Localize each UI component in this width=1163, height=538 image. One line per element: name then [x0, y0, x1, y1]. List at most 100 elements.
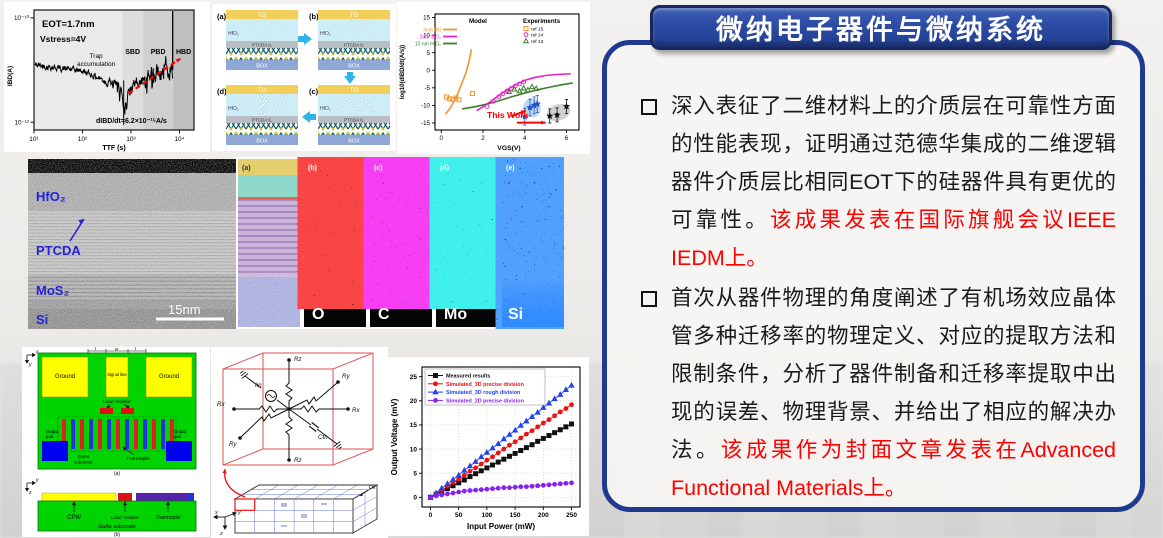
y-tick-label: 10⁻¹² — [14, 119, 29, 126]
output-pad-right-label2: pad — [174, 434, 182, 439]
panel-letter: (d) — [217, 87, 227, 96]
y-tick-label: 10 — [410, 446, 418, 453]
block-grid — [235, 484, 378, 533]
block-cell-marks — [281, 503, 327, 527]
bullet-item-1: 深入表征了二维材料上的介质层在可靠性方面的性能表现，证明通过范德华集成的二维逻辑… — [641, 87, 1116, 277]
iin-label: Iin — [255, 382, 262, 389]
cpw-label: CPW — [67, 515, 81, 521]
gaas-cs-label: GaAs substrate — [98, 524, 136, 530]
rx-left-label: Rx — [217, 401, 225, 408]
si-layer-label: Si — [36, 312, 48, 327]
element-label-Mo: Mo — [444, 306, 467, 323]
sub-label-b: (b) — [114, 532, 120, 537]
hfo2-layer-label: HfO₂ — [36, 189, 66, 204]
bullet-square-icon — [641, 99, 657, 115]
summary-panel: 深入表征了二维材料上的介质层在可靠性方面的性能表现，证明通过范德华集成的二维逻辑… — [602, 40, 1145, 512]
element-label-O: O — [312, 306, 324, 323]
legend-exp-label: ref 13 — [531, 39, 544, 45]
thermopile-arrow — [122, 446, 135, 456]
figure-breakdown-trace: SBD PBD HBD Trap accumulation 10¹ 10² 10³ 10⁴ 10⁻… — [4, 2, 210, 152]
bullet-2-black: 首次从器件物理的角度阐述了有机场效应晶体管多种迁移率的物理定义、对应的提取方法和… — [671, 286, 1116, 462]
x-axis-label: TTF (s) — [102, 145, 125, 152]
legend-label: Simulated_2D precise division — [446, 398, 524, 404]
region-label: PBD — [151, 49, 166, 56]
eot-annotation: EOT=1.7nm — [42, 19, 95, 30]
axis3d-x: x — [214, 510, 218, 516]
eds-svg: (a) (b) O (c) C (d) Mo — [238, 159, 564, 327]
axes-bottom — [24, 480, 36, 492]
scatter-series — [443, 90, 476, 103]
hfo2-label: HfO₂ — [320, 106, 331, 112]
data-series-markers — [428, 480, 574, 500]
eds-panel-a: (a) — [238, 159, 300, 327]
legend-label: Simulated_3D rough division — [446, 390, 520, 396]
resistor-network — [235, 361, 347, 459]
load-resistor-cs-label: Load resistor — [111, 515, 139, 521]
ov-label: Ov — [369, 485, 376, 491]
il-label: PTCDA IL — [252, 43, 273, 48]
model-curve — [476, 73, 571, 112]
bullet-1-red: 该成果发表在国际旗舰会议IEEE IEDM上。 — [671, 208, 1116, 270]
ambient-hatch-icons — [240, 370, 342, 450]
substrate-cross-section — [37, 500, 197, 532]
tg-label: TG — [258, 88, 267, 94]
ground-left-label: Ground — [55, 374, 75, 380]
ground-right-label: Ground — [159, 374, 179, 380]
arrow-down-icon — [344, 72, 356, 84]
ptcda-layer-label: PTCDA — [36, 243, 81, 258]
y-axis-label: IBD(A) — [7, 66, 14, 86]
stack-panel-d: (d) TG HfO₂ PTCDA IL BOX — [217, 85, 298, 145]
current-trace — [34, 56, 174, 115]
data-series-markers — [428, 402, 574, 500]
scatter-series — [546, 99, 571, 124]
element-label-C: C — [378, 306, 390, 323]
box-label: BOX — [348, 64, 360, 70]
filament-dots — [238, 95, 286, 116]
figure-device-layout: x y l w l Ground Ground Signal line Load… — [22, 347, 210, 537]
trend-line — [127, 57, 182, 95]
thermopile-label: Thermopile — [126, 456, 150, 462]
ptcda-arrow — [69, 218, 85, 242]
axes-3d — [213, 511, 237, 530]
rz-bottom-label: Rz — [294, 457, 302, 464]
network-nodes — [232, 358, 350, 462]
dim-w-label: w — [115, 347, 119, 352]
svg-text:accumulation: accumulation — [77, 61, 116, 68]
arrow-right-icon — [298, 33, 312, 45]
region-label: SBD — [125, 49, 140, 56]
process-arrows — [298, 33, 356, 123]
x-tick-label: 6 — [565, 135, 569, 142]
ry-dl-label: Ry — [229, 441, 237, 448]
mos2-layer-label: MoS₂ — [36, 283, 69, 298]
x-axis-label: VGS(V) — [497, 145, 520, 152]
device-svg: x y l w l Ground Ground Signal line Load… — [24, 347, 197, 537]
x-tick-label: 10² — [78, 136, 88, 143]
y-tick-label: 20 — [410, 398, 418, 405]
oxygen-vacancy-dots — [332, 96, 374, 114]
thermopile-meander — [62, 419, 174, 449]
vstress-annotation: Vstress=4V — [40, 34, 86, 44]
il-label: PTCDA IL — [344, 118, 365, 123]
axis-y2-label: y — [35, 478, 39, 484]
stack-panel-b: (b) TG HfO₂ PTCDA IL BOX — [309, 10, 390, 70]
axis-y-label: y — [28, 362, 32, 368]
cross-section-arrows — [71, 501, 171, 512]
bullet-text-1: 深入表征了二维材料上的介质层在可靠性方面的性能表现，证明通过范德华集成的二维逻辑… — [671, 87, 1116, 277]
axis3d-z: z — [219, 531, 223, 537]
rx-right-label: Rx — [352, 407, 360, 414]
gaas-label1: GaAs — [78, 454, 90, 459]
zoom-arrow — [223, 468, 246, 498]
x-tick-label: 100 — [481, 512, 492, 519]
legend-model-label: 2nm SiO₂ — [420, 35, 441, 41]
figure-thermal-network: Rz Rz Rx Rx Ry Ry Iin Cth — [211, 347, 388, 538]
il-label: PTCDA IL — [344, 43, 365, 48]
section-title-bar: 微纳电子器件与微纳系统 — [650, 5, 1112, 50]
y-tick-label: 10⁻¹⁰ — [14, 15, 29, 22]
legend-box — [424, 368, 546, 406]
y-tick-label: 5 — [413, 471, 417, 478]
figure-eds-maps: (a) (b) O (c) C (d) Mo — [236, 157, 564, 329]
legend-label: Measured results — [446, 374, 490, 380]
panel-letter: (e) — [506, 165, 515, 172]
eds-panel-c: (c) C — [370, 159, 432, 327]
